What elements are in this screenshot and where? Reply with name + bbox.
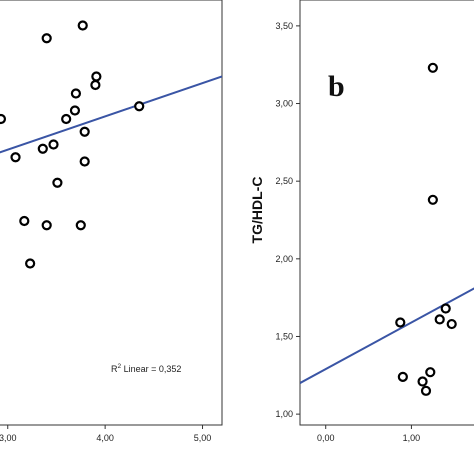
- x-tick-label: 4,00: [96, 433, 114, 443]
- data-point: [41, 33, 52, 44]
- data-point: [0, 113, 7, 125]
- y-tick-label: 2,00: [275, 254, 293, 264]
- fit-line: [0, 75, 222, 154]
- x-tick-label: 1,00: [403, 433, 421, 443]
- data-point: [79, 156, 90, 167]
- data-point: [395, 317, 406, 328]
- data-point: [19, 215, 30, 227]
- x-tick-label: 5,00: [194, 433, 212, 443]
- data-point: [427, 194, 438, 205]
- data-point: [48, 139, 59, 150]
- y-tick-label: 1,00: [275, 409, 293, 419]
- data-point: [427, 62, 438, 73]
- data-point: [434, 314, 445, 325]
- panel-letter: b: [328, 70, 345, 103]
- y-axis-label: TG/HDL-C: [249, 177, 265, 244]
- r-squared-annotation: R2 Linear = 0,352: [111, 363, 181, 374]
- x-tick-label: 3,00: [0, 433, 17, 443]
- data-point: [37, 143, 48, 154]
- data-point: [440, 303, 451, 314]
- data-point: [425, 367, 436, 378]
- data-point: [134, 101, 145, 112]
- data-point: [75, 220, 86, 231]
- panel-a: 3,00 4,00 5,00 R2 Linear = 0,352: [0, 0, 223, 443]
- data-point: [77, 20, 88, 31]
- data-point: [10, 152, 21, 163]
- fit-line: [300, 287, 474, 384]
- y-tick-label: 1,50: [275, 331, 293, 341]
- plot-frame: [0, 0, 223, 426]
- data-point: [25, 258, 36, 269]
- data-point: [69, 105, 81, 116]
- data-point: [90, 79, 101, 91]
- y-tick-label: 3,50: [275, 21, 293, 31]
- data-point: [79, 126, 90, 137]
- data-point: [61, 113, 72, 125]
- data-point: [417, 376, 428, 387]
- data-point: [91, 71, 102, 82]
- panel-b: 0,00 1,00 1,00 1,50 2,00 2,50 3,00 3,50 b TG/HDL-…: [249, 0, 474, 443]
- y-tick-label: 2,50: [275, 176, 293, 186]
- plot-frame: [299, 0, 474, 426]
- y-tick-label: 3,00: [275, 99, 293, 109]
- x-tick-label: 0,00: [317, 433, 335, 443]
- data-point: [446, 318, 457, 330]
- data-point: [397, 371, 408, 382]
- data-point: [52, 177, 63, 188]
- data-point: [420, 385, 432, 396]
- data-point: [70, 88, 82, 99]
- data-point: [41, 220, 52, 231]
